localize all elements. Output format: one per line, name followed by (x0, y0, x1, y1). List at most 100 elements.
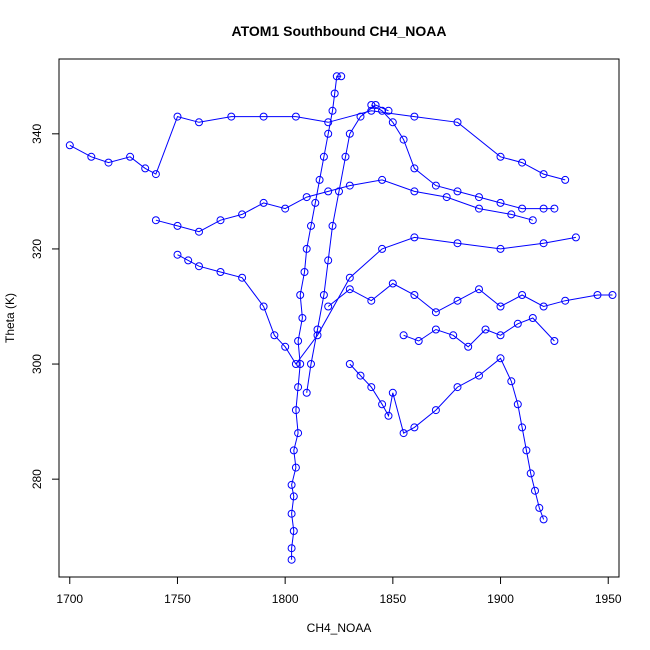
data-point (518, 158, 527, 167)
data-point (259, 198, 268, 207)
data-point (593, 291, 602, 299)
data-point (227, 112, 236, 121)
data-point (399, 429, 408, 438)
data-point (518, 204, 527, 213)
series-line (371, 104, 555, 210)
data-point (507, 210, 516, 219)
data-point (507, 377, 516, 386)
data-point (496, 331, 505, 340)
data-point (319, 291, 328, 299)
data-point (518, 291, 527, 299)
data-point (238, 273, 247, 282)
data-point (535, 503, 544, 512)
data-point (475, 285, 483, 294)
data-point (238, 210, 247, 219)
plot-area (65, 72, 617, 564)
data-point (195, 118, 203, 127)
data-point (345, 273, 354, 282)
data-point (302, 244, 311, 253)
data-point (410, 233, 419, 242)
data-point (173, 112, 182, 121)
data-point (356, 112, 365, 121)
data-point (259, 302, 268, 311)
data-point (399, 331, 408, 340)
chart-title: ATOM1 Southbound CH4_NOAA (232, 23, 447, 39)
y-tick-label: 340 (30, 123, 44, 143)
data-point (518, 423, 527, 432)
series-line (177, 236, 576, 365)
data-point (195, 227, 203, 236)
data-point (315, 175, 324, 184)
data-point (539, 515, 548, 524)
data-point (270, 331, 279, 340)
data-point (195, 262, 203, 271)
data-point (328, 106, 337, 115)
plot-frame (58, 58, 620, 578)
data-point (367, 383, 376, 392)
data-point (289, 446, 298, 455)
series-1 (287, 72, 346, 564)
data-point (302, 388, 311, 397)
data-point (294, 337, 303, 345)
data-point (388, 118, 397, 127)
data-point (384, 411, 393, 420)
data-point (319, 152, 328, 161)
series-2 (65, 106, 570, 184)
data-point (313, 325, 322, 334)
series-line (69, 110, 566, 181)
data-point (216, 268, 225, 276)
data-point (367, 296, 376, 305)
data-point (300, 268, 309, 276)
data-point (324, 187, 333, 196)
data-point (378, 175, 387, 184)
data-point (453, 383, 462, 392)
data-point (291, 112, 300, 121)
data-point (453, 296, 462, 305)
data-point (296, 360, 305, 368)
data-point (410, 187, 419, 196)
data-point (291, 406, 300, 415)
data-point (528, 314, 537, 322)
data-point (151, 170, 160, 179)
data-point (399, 135, 408, 144)
data-point (496, 152, 505, 161)
data-point (173, 250, 182, 259)
data-point (410, 291, 419, 299)
data-point (311, 198, 320, 207)
series-line (306, 104, 389, 393)
data-point (371, 101, 380, 109)
x-tick-label: 1700 (56, 592, 83, 606)
series-line (327, 282, 613, 313)
series-8 (302, 101, 393, 397)
data-point (526, 469, 535, 478)
series-line (403, 317, 555, 348)
data-point (513, 319, 522, 328)
series-7 (151, 175, 537, 236)
data-point (298, 314, 307, 322)
data-point (513, 400, 522, 409)
series-6 (324, 279, 617, 317)
data-point (475, 193, 483, 202)
x-tick-label: 1950 (595, 592, 622, 606)
data-point (173, 221, 182, 230)
data-point (475, 371, 483, 380)
data-point (184, 256, 193, 265)
data-point (431, 181, 440, 190)
series-4 (345, 354, 548, 524)
data-point (328, 221, 337, 230)
data-point (410, 423, 419, 432)
data-point (561, 296, 570, 305)
data-point (345, 129, 354, 138)
data-point (330, 89, 339, 98)
data-point (414, 337, 423, 345)
data-point (384, 106, 393, 115)
data-point (453, 118, 462, 127)
data-point (216, 216, 225, 225)
data-point (475, 204, 483, 213)
series-9 (399, 314, 559, 351)
data-point (345, 360, 354, 368)
x-tick-label: 1900 (487, 592, 514, 606)
data-point (464, 342, 473, 351)
y-axis: 280 300 320 340 (30, 123, 60, 489)
data-point (259, 112, 268, 121)
